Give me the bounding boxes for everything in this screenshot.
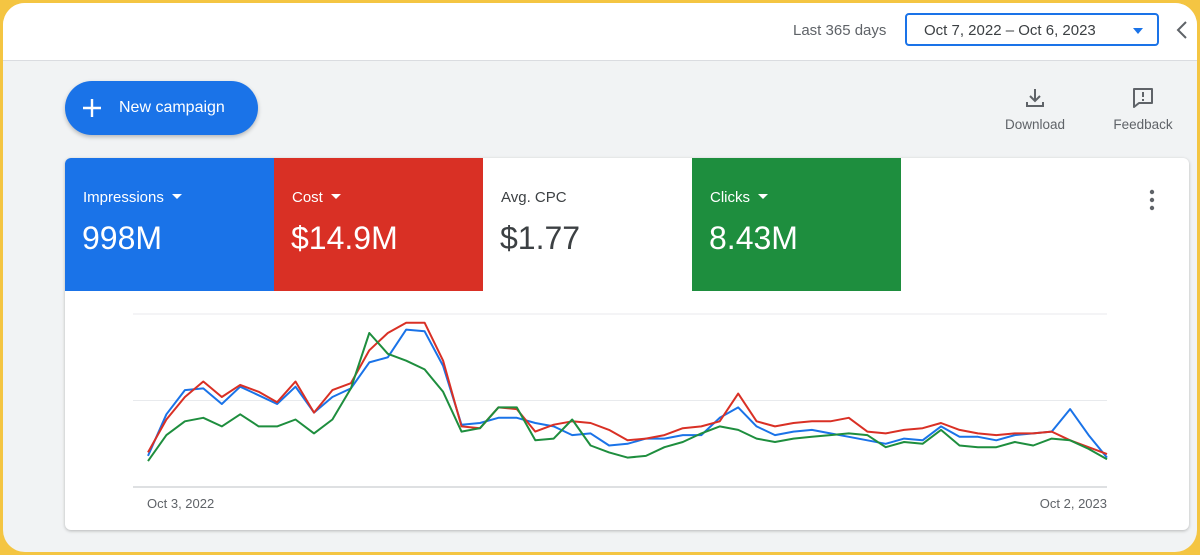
metric-label: Clicks	[710, 189, 768, 206]
date-range-value: Oct 7, 2022 – Oct 6, 2023	[924, 22, 1096, 39]
metric-label: Impressions	[83, 189, 182, 206]
x-tick-label: Oct 2, 2023	[1040, 496, 1107, 511]
metric-value: $14.9M	[291, 220, 398, 256]
metric-value: 8.43M	[709, 220, 798, 256]
metric-label: Avg. CPC	[501, 189, 567, 206]
app-frame: Last 365 days Oct 7, 2022 – Oct 6, 2023 …	[3, 3, 1197, 552]
metric-tile-impressions[interactable]: Impressions 998M	[65, 158, 274, 291]
series-line-0	[147, 328, 1108, 459]
x-tick-label: Oct 3, 2022	[147, 496, 214, 511]
caret-down-icon	[171, 194, 182, 200]
caret-down-icon	[330, 194, 341, 200]
download-icon	[1026, 89, 1044, 107]
performance-chart: Oct 3, 2022 Oct 2, 2023	[133, 313, 1108, 511]
plus-icon	[83, 99, 101, 117]
metric-value: $1.77	[500, 220, 581, 256]
series-line-1	[147, 321, 1108, 456]
series-line-2	[147, 332, 1108, 462]
metric-label: Cost	[292, 189, 341, 206]
metric-tile-cost[interactable]: Cost $14.9M	[274, 158, 483, 291]
new-campaign-label: New campaign	[119, 99, 225, 116]
more-vert-icon[interactable]	[1145, 188, 1159, 212]
metric-tile-clicks[interactable]: Clicks 8.43M	[692, 158, 901, 291]
date-range-selector[interactable]: Oct 7, 2022 – Oct 6, 2023	[905, 13, 1159, 46]
feedback-label: Feedback	[1113, 117, 1173, 132]
metric-value: 998M	[82, 220, 163, 256]
date-range-label: Last 365 days	[793, 22, 887, 39]
download-label: Download	[1004, 117, 1066, 132]
chevron-left-icon[interactable]	[1173, 19, 1191, 41]
top-bar: Last 365 days Oct 7, 2022 – Oct 6, 2023	[3, 3, 1197, 61]
caret-down-icon	[758, 194, 768, 200]
caret-down-icon	[1133, 28, 1143, 34]
performance-card: Impressions 998M Cost $14.9M Avg. CPC $1…	[65, 158, 1189, 530]
feedback-icon	[1133, 88, 1153, 108]
download-button[interactable]: Download	[990, 87, 1080, 132]
feedback-button[interactable]: Feedback	[1098, 87, 1188, 132]
metric-tile-avg-cpc[interactable]: Avg. CPC $1.77	[483, 158, 692, 291]
new-campaign-button[interactable]: New campaign	[65, 81, 258, 135]
